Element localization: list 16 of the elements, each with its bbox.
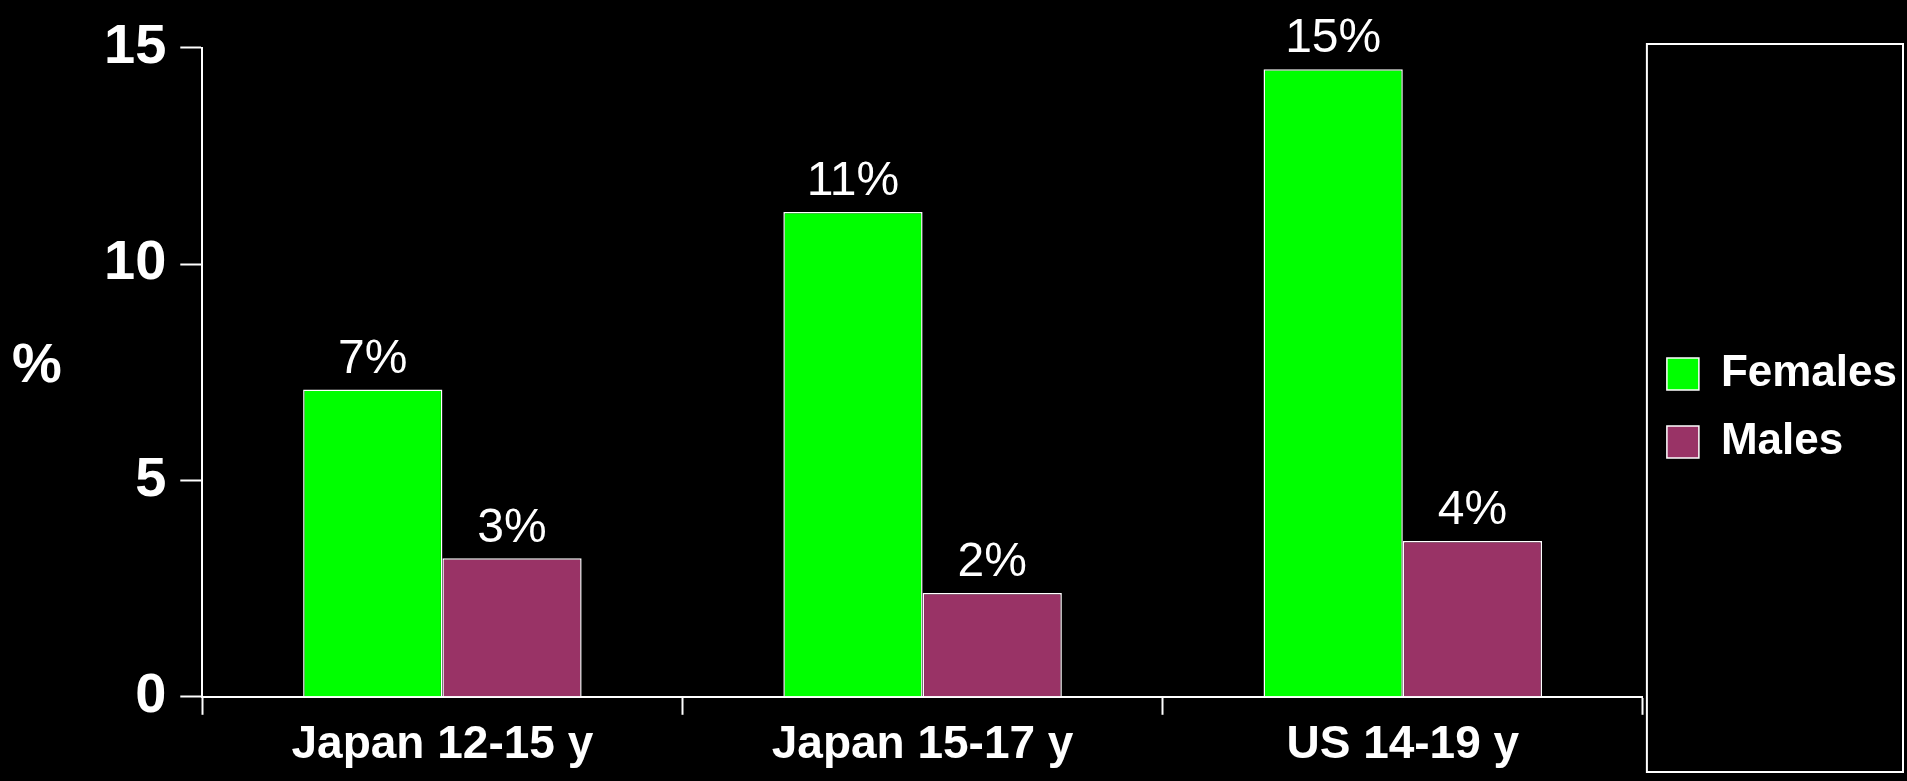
y-tick-label: 5 [135,444,167,508]
data-label: 11% [806,152,900,206]
data-label: 2% [957,533,1027,587]
x-tick-label: Japan 12-15 y [291,716,594,769]
y-tick-label: 10 [103,228,167,292]
data-label: 15% [1285,9,1382,63]
x-tick-label: Japan 15-17 y [771,716,1074,769]
data-label: 3% [477,498,547,552]
legend-label: Females [1720,346,1897,396]
legend-label: Males [1720,414,1844,464]
data-label: 7% [338,329,408,383]
y-tick-label: 15 [103,12,167,76]
x-tick-label: US 14-19 y [1286,716,1520,769]
y-axis-title: % [12,330,62,395]
y-tick-label: 0 [135,661,167,725]
data-label: 4% [1437,481,1508,535]
